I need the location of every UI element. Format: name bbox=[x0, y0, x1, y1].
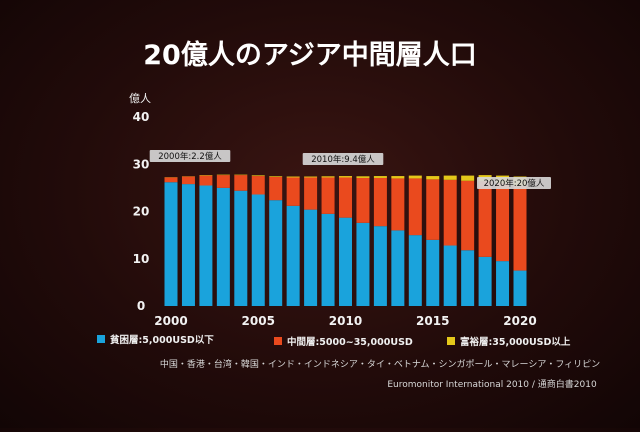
legend-entry: 貧困層:5,000USD以下 bbox=[97, 334, 214, 346]
bar-segment-middle bbox=[199, 176, 212, 186]
x-tick-label: 2010 bbox=[329, 314, 362, 328]
bar-segment-rich bbox=[461, 176, 474, 181]
y-tick-label: 40 bbox=[133, 110, 150, 124]
bar-segment-poor bbox=[234, 191, 247, 306]
bar-segment-middle bbox=[322, 177, 335, 213]
bar-segment-poor bbox=[479, 257, 492, 306]
bar-segment-middle bbox=[391, 178, 404, 230]
bar-segment-middle bbox=[217, 175, 230, 188]
bar-segment-poor bbox=[409, 235, 422, 306]
bar-segment-middle bbox=[269, 177, 282, 200]
x-tick-label: 2020 bbox=[503, 314, 536, 328]
bar-segment-middle bbox=[409, 178, 422, 235]
bar-segment-rich bbox=[287, 177, 300, 178]
legend-label: 中間層:5000~35,000USD bbox=[287, 336, 413, 348]
countries-note: 中国・香港・台湾・韓国・インド・インドネシア・タイ・ベトナム・シンガポール・マレ… bbox=[160, 358, 600, 370]
annotation-2010: 2010年:9.4億人 bbox=[303, 153, 384, 165]
bar-segment-poor bbox=[391, 230, 404, 306]
bar-segment-poor bbox=[182, 184, 195, 306]
chart-title: 20億人のアジア中間層人口 bbox=[143, 40, 477, 71]
bar-segment-rich bbox=[444, 176, 457, 180]
bar-segment-middle bbox=[287, 177, 300, 205]
bar-segment-rich bbox=[426, 176, 439, 179]
legend-swatch bbox=[97, 335, 105, 343]
bar-segment-middle bbox=[234, 175, 247, 191]
bar-segment-rich bbox=[409, 176, 422, 179]
bar-segment-rich bbox=[252, 175, 265, 176]
bar-segment-middle bbox=[496, 183, 509, 261]
bar-segment-poor bbox=[461, 250, 474, 306]
bar-segment-middle bbox=[444, 180, 457, 246]
bar-segment-middle bbox=[479, 181, 492, 257]
bar-segment-poor bbox=[287, 206, 300, 306]
bar-segment-rich bbox=[322, 176, 335, 177]
y-axis-unit-label: 億人 bbox=[129, 92, 151, 105]
annotation-label: 2020年:20億人 bbox=[484, 178, 545, 189]
bar-segment-rich bbox=[391, 176, 404, 178]
bar-segment-middle bbox=[182, 177, 195, 185]
bar-segment-middle bbox=[304, 177, 317, 209]
legend-label: 貧困層:5,000USD以下 bbox=[110, 334, 214, 346]
bar-segment-poor bbox=[304, 210, 317, 306]
x-tick-label: 2015 bbox=[416, 314, 449, 328]
y-tick-label: 30 bbox=[133, 157, 150, 171]
bar-segment-poor bbox=[252, 194, 265, 306]
y-tick-label: 20 bbox=[133, 205, 150, 219]
annotation-2020: 2020年:20億人 bbox=[477, 177, 551, 189]
x-tick-label: 2000 bbox=[154, 314, 187, 328]
y-tick-label: 0 bbox=[137, 299, 145, 313]
bar-segment-poor bbox=[269, 200, 282, 306]
y-tick-label: 10 bbox=[133, 252, 150, 266]
bar-segment-middle bbox=[252, 176, 265, 194]
x-tick-label: 2005 bbox=[242, 314, 275, 328]
bar-segment-rich bbox=[374, 176, 387, 178]
bar-segment-poor bbox=[199, 186, 212, 306]
source-credit: Euromonitor International 2010 / 通商白書201… bbox=[387, 378, 597, 390]
legend-label: 富裕層:35,000USD以上 bbox=[460, 336, 571, 348]
bar-segment-middle bbox=[339, 177, 352, 217]
bar-segment-middle bbox=[356, 178, 369, 223]
bar-segment-poor bbox=[322, 214, 335, 306]
bar-segment-middle bbox=[514, 186, 527, 271]
bar-segment-rich bbox=[356, 176, 369, 178]
bar-segment-middle bbox=[426, 179, 439, 239]
bar-segment-rich bbox=[339, 176, 352, 177]
legend-entry: 中間層:5000~35,000USD bbox=[274, 336, 413, 348]
bar-segment-poor bbox=[374, 226, 387, 306]
bar-segment-poor bbox=[165, 182, 178, 306]
bar-segment-middle bbox=[461, 181, 474, 250]
annotation-label: 2010年:9.4億人 bbox=[311, 154, 375, 165]
bar-segment-poor bbox=[217, 188, 230, 306]
bar-segment-poor bbox=[339, 218, 352, 306]
bar-segment-poor bbox=[514, 271, 527, 306]
annotation-2000: 2000年:2.2億人 bbox=[150, 150, 231, 162]
legend-entry: 富裕層:35,000USD以上 bbox=[447, 336, 571, 348]
bar-segment-poor bbox=[356, 223, 369, 306]
bar-segment-rich bbox=[269, 176, 282, 177]
bar-segment-poor bbox=[444, 246, 457, 306]
bar-segment-poor bbox=[426, 240, 439, 306]
bar-segment-rich bbox=[304, 177, 317, 178]
bar-segment-middle bbox=[374, 178, 387, 226]
legend-swatch bbox=[274, 337, 282, 345]
bar-segment-middle bbox=[165, 177, 178, 182]
annotation-label: 2000年:2.2億人 bbox=[158, 151, 222, 162]
legend-swatch bbox=[447, 337, 455, 345]
bar-segment-poor bbox=[496, 261, 509, 306]
